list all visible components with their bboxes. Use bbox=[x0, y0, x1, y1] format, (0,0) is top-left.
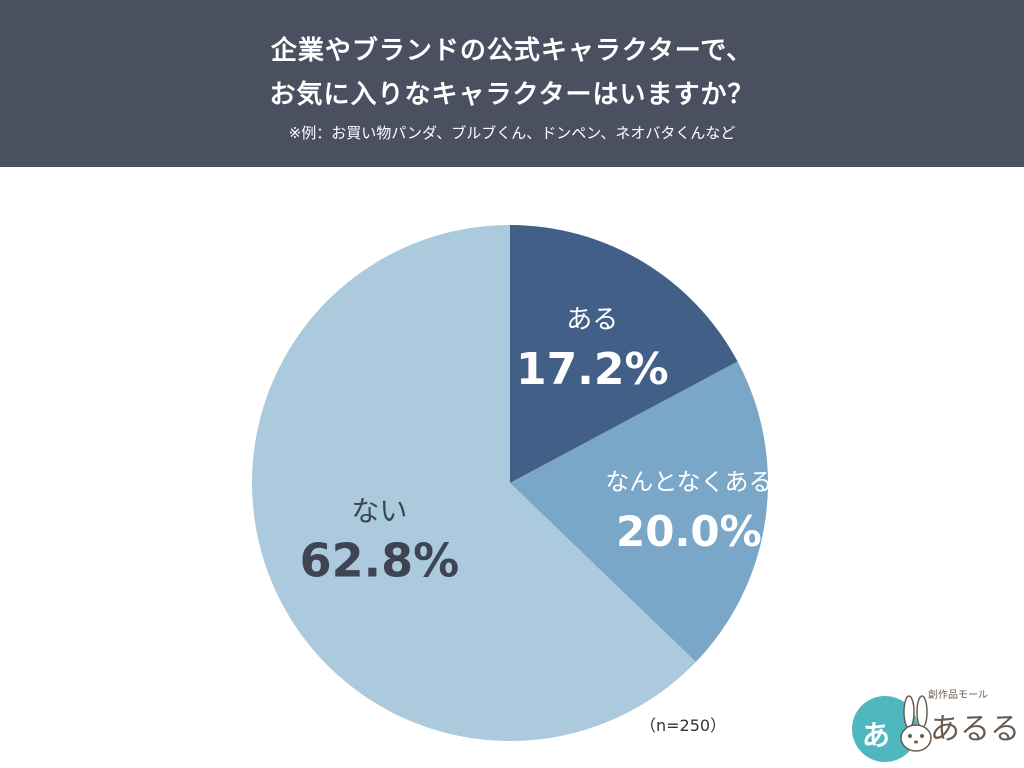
chart-header: 企業やブランドの公式キャラクターで、 お気に入りなキャラクターはいますか？ ※例… bbox=[0, 0, 1024, 167]
pie-chart: ある 17.2% なんとなくある 20.0% ない 62.8% bbox=[252, 225, 773, 741]
logo-subtitle: 創作品モール bbox=[928, 690, 988, 701]
logo-name: あるる bbox=[930, 712, 1020, 747]
pie-slice-3 bbox=[252, 225, 696, 741]
pie-slice-2 bbox=[510, 361, 768, 662]
slice-value-3: 62.8% bbox=[300, 534, 460, 588]
sample-size-note: （n=250） bbox=[640, 716, 727, 735]
slice-value-2: 20.0% bbox=[616, 507, 762, 556]
brand-logo: あ 創作品モール あるる bbox=[852, 686, 1020, 762]
slice-value-1: 17.2% bbox=[516, 344, 669, 395]
logo-circle-text: あ bbox=[862, 719, 891, 752]
rabbit-icon bbox=[900, 695, 932, 752]
chart-subtitle: ※例：お買い物パンダ、ブルブくん、ドンペン、ネオバタくんなど bbox=[288, 124, 736, 142]
chart-title-line-1: 企業やブランドの公式キャラクターで、 bbox=[270, 36, 754, 66]
slice-label-2: なんとなくある bbox=[605, 468, 772, 496]
slice-label-3: ない bbox=[351, 495, 407, 528]
slice-label-1: ある bbox=[566, 305, 618, 335]
chart-title-line-2: お気に入りなキャラクターはいますか？ bbox=[269, 80, 755, 110]
pie-slice-1 bbox=[510, 225, 738, 483]
